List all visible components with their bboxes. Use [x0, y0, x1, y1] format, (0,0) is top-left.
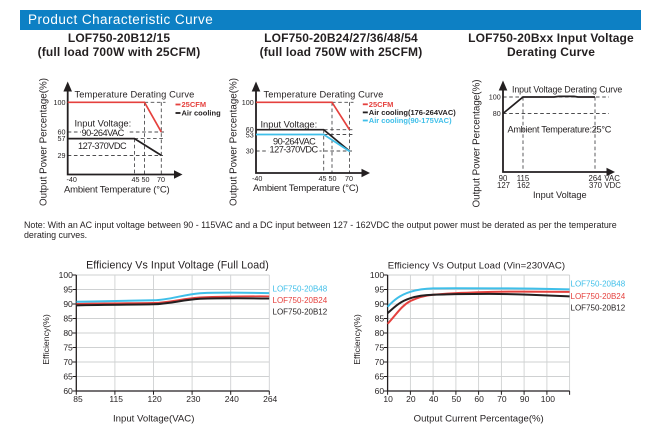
svg-text:85: 85 [73, 394, 83, 404]
svg-text:100: 100 [54, 98, 66, 107]
svg-text:162: 162 [517, 181, 530, 190]
svg-text:100: 100 [59, 270, 73, 280]
svg-text:370: 370 [589, 181, 603, 190]
svg-text:230: 230 [186, 394, 200, 404]
svg-text:57: 57 [58, 134, 66, 143]
svg-text:LOF750-20B48: LOF750-20B48 [571, 280, 626, 289]
svg-text:100: 100 [370, 270, 384, 280]
svg-text:Input Voltage Derating Curve: Input Voltage Derating Curve [512, 85, 622, 95]
svg-text:127: 127 [497, 181, 510, 190]
svg-text:65: 65 [375, 372, 385, 382]
svg-text:Ambient Temperature (°C): Ambient Temperature (°C) [253, 183, 359, 194]
svg-text:120: 120 [148, 394, 162, 404]
svg-text:264: 264 [588, 174, 602, 183]
svg-text:100: 100 [242, 98, 254, 107]
svg-text:65: 65 [63, 372, 73, 382]
svg-text:60: 60 [58, 127, 66, 136]
svg-text:Efficiency(%): Efficiency(%) [352, 314, 362, 365]
svg-text:Output Power Percentage(%): Output Power Percentage(%) [39, 78, 50, 206]
svg-text:127-370VDC: 127-370VDC [270, 145, 319, 155]
svg-text:60: 60 [246, 125, 254, 134]
svg-text:95: 95 [375, 285, 385, 295]
svg-text:90-264VAC: 90-264VAC [82, 128, 125, 138]
svg-text:75: 75 [375, 343, 385, 353]
svg-text:20: 20 [406, 394, 416, 404]
svg-text:264: 264 [263, 394, 277, 404]
svg-text:Efficiency Vs Input Voltage (F: Efficiency Vs Input Voltage (Full Load) [86, 259, 269, 271]
svg-text:Input Voltage:: Input Voltage: [75, 117, 132, 128]
svg-text:90: 90 [63, 299, 73, 309]
svg-text:LOF750-20B12: LOF750-20B12 [273, 307, 328, 316]
svg-text:115: 115 [109, 394, 123, 404]
svg-text:40: 40 [429, 394, 439, 404]
svg-text:240: 240 [225, 394, 239, 404]
svg-text:90: 90 [499, 174, 508, 183]
svg-text:25CFM: 25CFM [182, 100, 207, 109]
svg-text:80: 80 [493, 109, 501, 118]
svg-text:60: 60 [375, 386, 385, 396]
svg-text:90: 90 [520, 394, 530, 404]
svg-text:115: 115 [517, 174, 530, 183]
svg-text:Air cooling(90-175VAC): Air cooling(90-175VAC) [369, 116, 452, 125]
svg-text:25CFM: 25CFM [369, 100, 394, 109]
svg-text:-40: -40 [67, 175, 77, 184]
svg-text:70: 70 [157, 175, 165, 184]
svg-text:100: 100 [541, 394, 555, 404]
svg-text:Ambient Temperature (°C): Ambient Temperature (°C) [64, 184, 170, 195]
svg-text:80: 80 [63, 328, 73, 338]
svg-text:Output Current Percentage(%): Output Current Percentage(%) [414, 414, 544, 425]
svg-text:85: 85 [63, 314, 73, 324]
svg-text:LOF750-20B12: LOF750-20B12 [571, 304, 626, 313]
svg-text:Output Power Percentage(%): Output Power Percentage(%) [472, 80, 483, 208]
svg-text:LOF750-20B24: LOF750-20B24 [273, 296, 328, 305]
svg-text:VAC: VAC [604, 174, 620, 183]
svg-text:60: 60 [63, 386, 73, 396]
svg-text:70: 70 [497, 394, 507, 404]
svg-text:LOF750-20B48: LOF750-20B48 [273, 285, 328, 294]
svg-text:90: 90 [375, 299, 385, 309]
svg-text:50: 50 [452, 394, 462, 404]
svg-text:Temperature Derating Curve: Temperature Derating Curve [264, 90, 384, 100]
svg-text:53: 53 [246, 130, 254, 139]
svg-text:LOF750-20B24: LOF750-20B24 [571, 292, 626, 301]
svg-text:50: 50 [329, 174, 337, 183]
svg-text:29: 29 [58, 151, 66, 160]
svg-text:Efficiency(%): Efficiency(%) [41, 314, 51, 365]
svg-text:45: 45 [132, 175, 140, 184]
svg-text:Air cooling: Air cooling [182, 109, 222, 118]
svg-text:30: 30 [246, 147, 254, 156]
svg-text:Input Voltage(VAC): Input Voltage(VAC) [113, 414, 194, 425]
svg-text:95: 95 [63, 285, 73, 295]
svg-text:Air cooling(176-264VAC): Air cooling(176-264VAC) [369, 108, 456, 117]
svg-text:-40: -40 [252, 174, 262, 183]
svg-text:10: 10 [383, 394, 393, 404]
svg-text:60: 60 [474, 394, 484, 404]
svg-text:127-370VDC: 127-370VDC [78, 141, 127, 151]
svg-text:Efficiency Vs Output Load (Vin: Efficiency Vs Output Load (Vin=230VAC) [388, 260, 565, 271]
svg-text:Temperature Derating Curve: Temperature Derating Curve [75, 90, 195, 100]
svg-text:90-264VAC: 90-264VAC [273, 136, 316, 146]
svg-text:Output Power Percentage(%): Output Power Percentage(%) [229, 78, 240, 206]
svg-text:Input Voltage: Input Voltage [533, 190, 587, 200]
svg-text:VDC: VDC [604, 181, 621, 190]
svg-text:50: 50 [142, 175, 150, 184]
svg-text:75: 75 [63, 343, 73, 353]
svg-text:Input Voltage:: Input Voltage: [261, 118, 318, 129]
svg-text:70: 70 [63, 357, 73, 367]
svg-text:100: 100 [489, 93, 501, 102]
svg-text:80: 80 [375, 328, 385, 338]
svg-text:85: 85 [375, 314, 385, 324]
svg-text:70: 70 [375, 357, 385, 367]
svg-text:45: 45 [319, 174, 327, 183]
svg-text:Ambient Temperature:25°C: Ambient Temperature:25°C [508, 125, 612, 135]
svg-text:70: 70 [345, 174, 353, 183]
